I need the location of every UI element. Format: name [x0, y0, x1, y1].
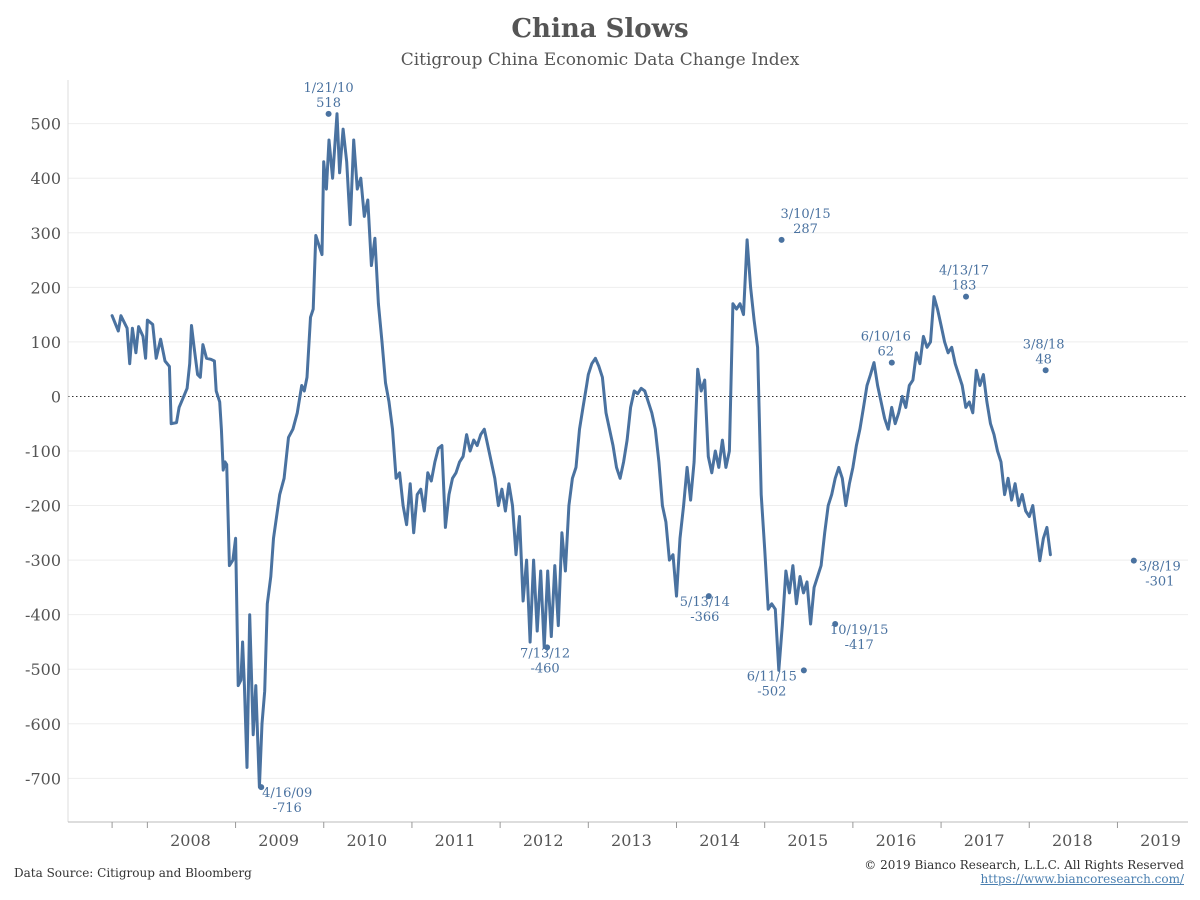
annotation-value: -417	[845, 638, 874, 653]
x-tick-label: 2013	[611, 831, 652, 850]
annotation-point	[778, 236, 785, 243]
y-tick-label: -300	[25, 551, 61, 570]
annotation-date: 7/13/12	[520, 646, 570, 661]
annotation-date: 4/13/17	[939, 264, 989, 279]
y-tick-label: 200	[30, 278, 61, 297]
copyright-block: © 2019 Bianco Research, L.L.C. All Right…	[864, 858, 1184, 886]
annotation-value: -366	[690, 610, 719, 625]
y-tick-label: 400	[30, 169, 61, 188]
annotation-point	[325, 110, 332, 117]
annotation-date: 1/21/10	[304, 81, 354, 96]
annotation-point	[888, 359, 895, 366]
annotation-date: 3/10/15	[781, 207, 831, 222]
annotation-point	[1130, 557, 1137, 564]
annotation-date: 10/19/15	[830, 623, 888, 638]
annotation-point	[544, 644, 551, 651]
annotation-value: 518	[316, 96, 341, 111]
annotation-value: -502	[757, 684, 786, 699]
data-source-note: Data Source: Citigroup and Bloomberg	[14, 866, 252, 880]
annotation-date: 3/8/18	[1023, 337, 1065, 352]
x-tick-label: 2009	[258, 831, 299, 850]
x-tick-label: 2018	[1052, 831, 1093, 850]
annotation-value: -301	[1145, 575, 1174, 590]
y-tick-label: 100	[30, 333, 61, 352]
annotation-value: -716	[273, 801, 302, 816]
annotation-date: 5/13/14	[680, 595, 730, 610]
annotation-value: 62	[878, 345, 895, 360]
annotation-date: 6/10/16	[861, 330, 911, 345]
annotation-point	[832, 620, 839, 627]
y-tick-label: -600	[25, 715, 61, 734]
annotation-point	[258, 784, 265, 791]
y-tick-label: -100	[25, 442, 61, 461]
annotation-value: -460	[531, 661, 560, 676]
x-tick-label: 2014	[699, 831, 740, 850]
annotation-date: 4/16/09	[262, 786, 312, 801]
copyright-text: © 2019 Bianco Research, L.L.C. All Right…	[864, 858, 1184, 872]
chart-subtitle: Citigroup China Economic Data Change Ind…	[400, 50, 800, 70]
x-tick-label: 2008	[170, 831, 211, 850]
annotation-point	[800, 667, 807, 674]
y-tick-label: -700	[25, 769, 61, 788]
annotation-value: 183	[952, 279, 977, 294]
chart-title: China Slows	[511, 14, 689, 44]
annotation-date: 6/11/15	[747, 669, 797, 684]
annotation-point	[963, 293, 970, 300]
annotation-value: 287	[793, 222, 818, 237]
annotation-point	[1042, 367, 1049, 374]
x-tick-label: 2015	[787, 831, 828, 850]
annotation-date: 3/8/19	[1139, 560, 1181, 575]
y-tick-label: 0	[51, 387, 61, 406]
y-tick-label: -400	[25, 606, 61, 625]
x-tick-label: 2012	[523, 831, 564, 850]
annotation-point	[705, 593, 712, 600]
y-tick-label: -200	[25, 497, 61, 516]
x-tick-label: 2016	[876, 831, 917, 850]
x-tick-label: 2010	[346, 831, 387, 850]
y-tick-label: 500	[30, 115, 61, 134]
x-tick-label: 2017	[964, 831, 1005, 850]
x-tick-label: 2019	[1140, 831, 1181, 850]
annotation-value: 48	[1035, 352, 1052, 367]
y-tick-label: 300	[30, 224, 61, 243]
website-link[interactable]: https://www.biancoresearch.com/	[980, 872, 1184, 886]
index-series-line	[110, 112, 1052, 789]
x-tick-label: 2011	[435, 831, 476, 850]
y-tick-label: -500	[25, 660, 61, 679]
